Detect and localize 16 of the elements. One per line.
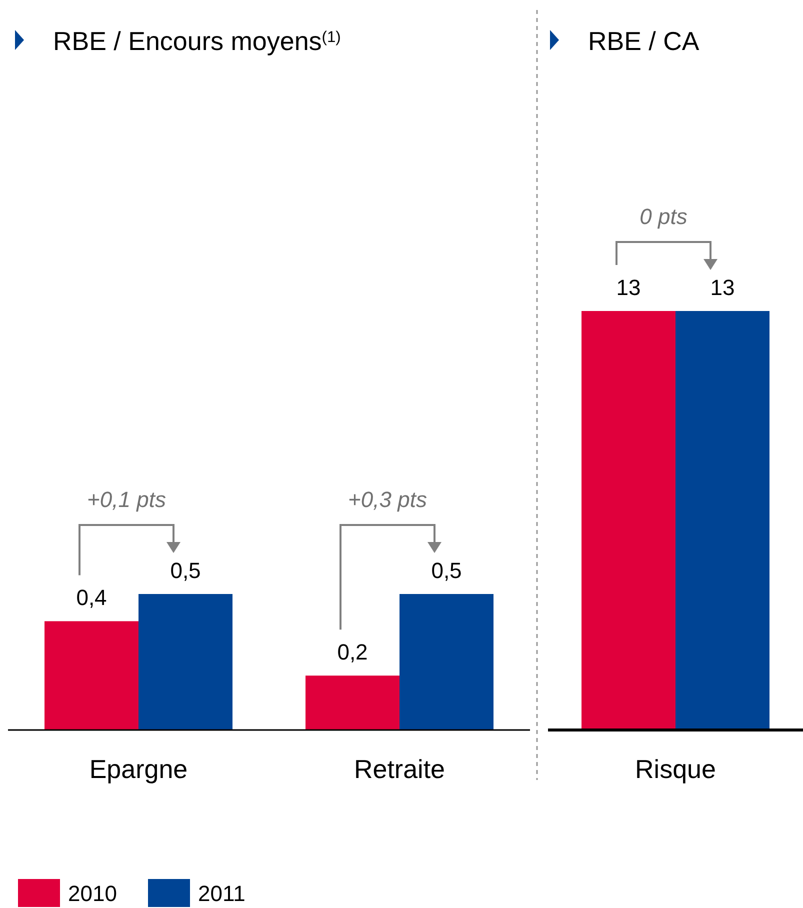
text: +0,1 pts [87,487,166,512]
data-label: 0,2 [337,640,368,665]
data-label: 0,4 [76,585,107,610]
data-label: 13 [710,275,735,300]
x-tick-label: Risque [635,754,716,784]
legend-label: 2011 [198,881,246,906]
data-label: 13 [616,275,641,300]
x-tick-label: Retraite [354,754,446,784]
data-label: 0,5 [431,558,462,583]
data-label: 0,5 [170,558,201,583]
text: +0,3 pts [348,487,427,512]
x-tick-label: Epargne [89,754,188,784]
text: 0 pts [640,204,688,229]
legend-label: 2010 [68,881,117,906]
chart-title: RBE / CA [588,26,700,56]
chart-title: RBE / Encours moyens$^{(1)}$ [53,26,341,56]
